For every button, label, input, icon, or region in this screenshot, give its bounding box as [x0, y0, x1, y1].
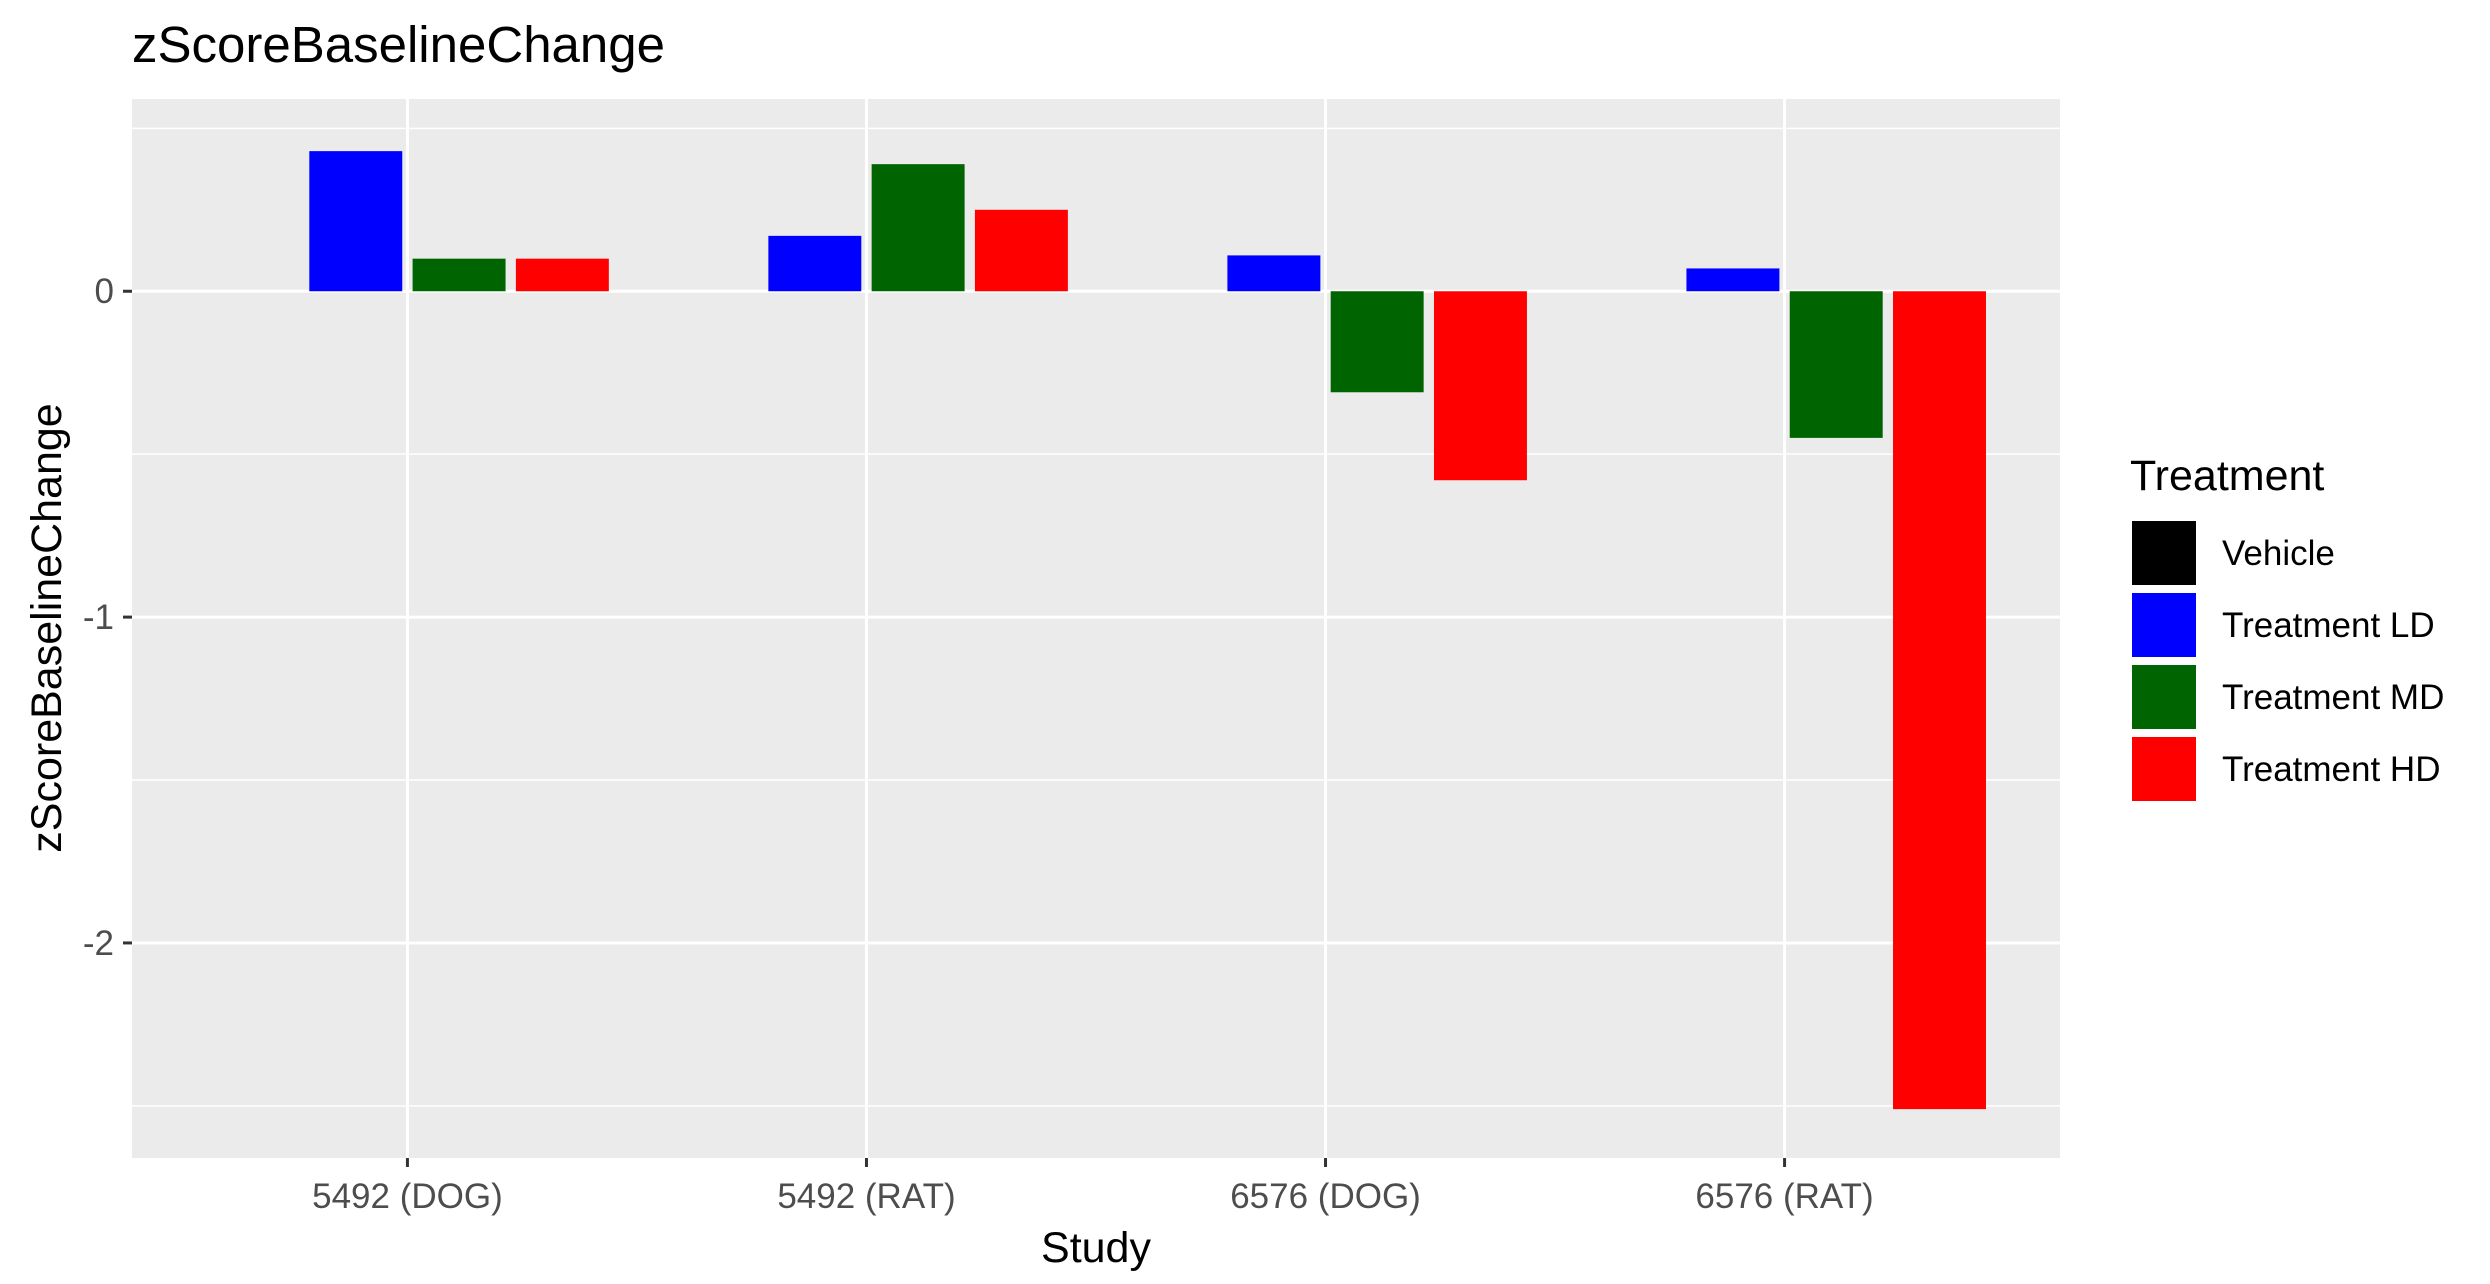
x-tick-label: 6576 (DOG) — [1230, 1177, 1421, 1216]
x-axis-title: Study — [1041, 1224, 1151, 1272]
chart-title: zScoreBaselineChange — [132, 16, 665, 73]
bar — [1893, 291, 1986, 1110]
y-axis: -2 -1 0 — [83, 272, 132, 963]
y-tick-label: 0 — [95, 272, 114, 311]
legend: Treatment Vehicle Treatment LD Treatment M… — [2130, 452, 2444, 803]
legend-label: Vehicle — [2222, 534, 2335, 573]
legend-key — [2132, 593, 2196, 657]
bar — [412, 258, 506, 292]
bar — [1330, 291, 1424, 393]
x-axis: 5492 (DOG) 5492 (RAT) 6576 (DOG) 6576 (RAT) — [312, 1158, 1874, 1216]
plot-panel — [132, 99, 2060, 1158]
bar — [309, 151, 403, 292]
legend-label: Treatment MD — [2222, 678, 2444, 717]
x-tick-label: 5492 (DOG) — [312, 1177, 503, 1216]
bar — [1227, 255, 1321, 292]
bar — [974, 209, 1068, 292]
legend-label: Treatment HD — [2222, 750, 2440, 789]
grid-minor — [132, 127, 2060, 1107]
bar — [768, 235, 862, 292]
bar — [1686, 268, 1780, 292]
x-tick-label: 6576 (RAT) — [1695, 1177, 1873, 1216]
bar — [1433, 291, 1527, 481]
bar — [515, 258, 609, 292]
bar — [1789, 291, 1883, 438]
bar — [871, 164, 965, 292]
legend-label: Treatment LD — [2222, 606, 2435, 645]
legend-key — [2132, 737, 2196, 801]
y-tick-label: -2 — [83, 924, 114, 963]
legend-title: Treatment — [2130, 452, 2324, 500]
bars — [309, 151, 1986, 1110]
legend-key — [2132, 521, 2196, 585]
y-tick-label: -1 — [83, 598, 114, 637]
y-axis-title: zScoreBaselineChange — [23, 403, 71, 852]
legend-key — [2132, 665, 2196, 729]
x-tick-label: 5492 (RAT) — [777, 1177, 955, 1216]
